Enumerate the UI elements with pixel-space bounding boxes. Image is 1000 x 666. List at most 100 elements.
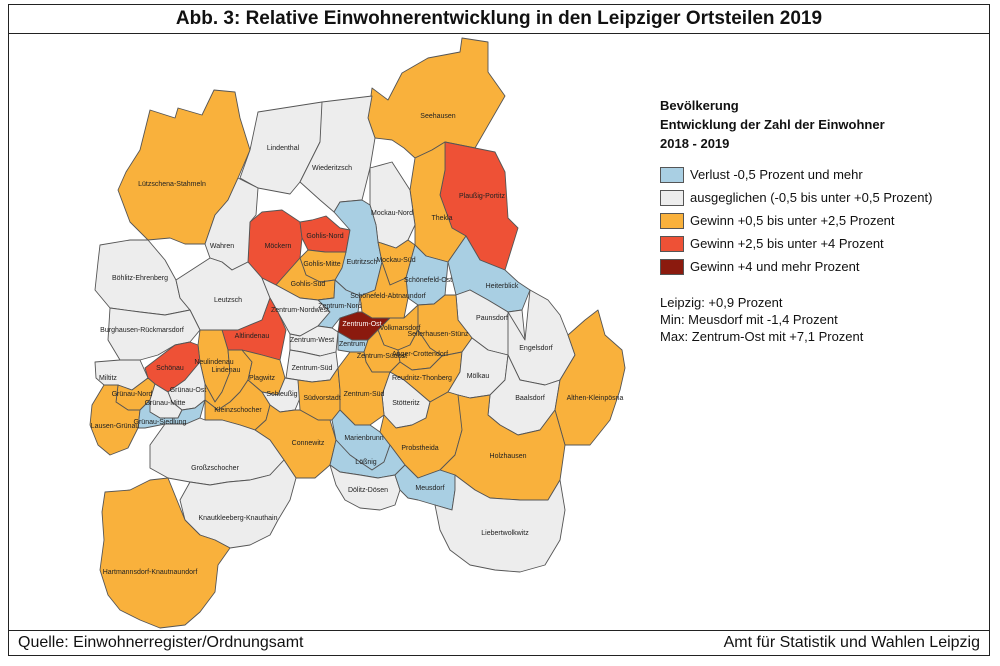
district-label: Wiederitzsch — [312, 165, 352, 172]
district-label: Gohlis-Süd — [291, 281, 326, 288]
district-label: Mockau-Nord — [371, 210, 413, 217]
district-area — [554, 309, 626, 446]
district-label: Engelsdorf — [519, 345, 553, 352]
map-title: Abb. 3: Relative Einwohnerentwicklung in… — [8, 4, 990, 34]
district-label: Schönefeld-Abtnaundorf — [350, 293, 426, 300]
district-label: Connewitz — [292, 440, 325, 447]
district-label: Liebertwolkwitz — [481, 530, 529, 537]
district-label: Plaußig-Portitz — [459, 193, 505, 200]
district-label: Miltitz — [99, 375, 117, 382]
district-label: Lindenthal — [267, 145, 300, 152]
district-label: Gohlis-Nord — [306, 233, 343, 240]
legend-label: Verlust -0,5 Prozent und mehr — [690, 167, 863, 182]
district-label: Paunsdorf — [476, 315, 508, 322]
district-area — [137, 399, 206, 429]
district-label: Altlindenau — [235, 333, 270, 340]
district-label: Sellerhausen-Stünz — [407, 331, 469, 338]
district-label: Eutritzsch — [347, 259, 378, 266]
legend-label: Gewinn +2,5 bis unter +4 Prozent — [690, 236, 884, 251]
stat-min: Min: Meusdorf mit -1,4 Prozent — [660, 312, 838, 327]
district-label: Neulindenau — [194, 359, 233, 366]
legend-label: Gewinn +0,5 bis unter +2,5 Prozent — [690, 213, 895, 228]
legend-items: Verlust -0,5 Prozent und mehr ausgegliche… — [660, 163, 980, 278]
district-label: Probstheida — [401, 445, 438, 452]
district-label: Marienbrunn — [344, 435, 383, 442]
district-label: Zentrum-West — [290, 337, 334, 344]
publisher: Amt für Statistik und Wahlen Leipzig — [723, 634, 980, 651]
district-label: Grünau-Nord — [112, 391, 153, 398]
district-label: Lützschena-Stahmeln — [138, 181, 206, 188]
district-label: Lindenau — [212, 367, 241, 374]
district-label: Schleußig — [266, 391, 297, 398]
legend-item: ausgeglichen (-0,5 bis unter +0,5 Prozen… — [660, 186, 980, 209]
district-label: Zentrum-Süd — [292, 365, 333, 372]
district-area — [99, 477, 231, 629]
legend-heading: Bevölkerung Entwicklung der Zahl der Ein… — [660, 96, 980, 153]
legend-label: Gewinn +4 und mehr Prozent — [690, 259, 860, 274]
district-label: Zentrum-Süd — [344, 391, 385, 398]
district-label: Holzhausen — [490, 453, 527, 460]
district-label: Baalsdorf — [515, 395, 545, 402]
district-label: Böhlitz-Ehrenberg — [112, 275, 168, 282]
district-label: Mockau-Süd — [376, 257, 415, 264]
district-label: Anger-Crottendorf — [392, 351, 448, 358]
district-label: Grünau-Mitte — [145, 400, 186, 407]
district-label: Burghausen-Rückmarsdorf — [100, 327, 184, 334]
district-area — [434, 474, 566, 573]
district-label: Grünau-Ost — [170, 387, 207, 394]
district-label: Zentrum-Südost — [357, 353, 407, 360]
district-label: Zentrum-Nord — [318, 303, 362, 310]
map-footer: Quelle: Einwohnerregister/Ordnungsamt Am… — [8, 630, 990, 656]
district-label: Heiterblick — [486, 283, 519, 290]
district-label: Thekla — [431, 215, 452, 222]
stat-city: Leipzig: +0,9 Prozent — [660, 295, 783, 310]
legend-item: Gewinn +4 und mehr Prozent — [660, 255, 980, 278]
legend-swatch — [660, 212, 684, 229]
map-legend: Bevölkerung Entwicklung der Zahl der Ein… — [660, 96, 980, 345]
legend-item: Verlust -0,5 Prozent und mehr — [660, 163, 980, 186]
district-label: Wahren — [210, 243, 234, 250]
district-label: Dölitz-Dösen — [348, 487, 388, 494]
district-label: Schönau — [156, 365, 184, 372]
district-label: Gohlis-Mitte — [303, 261, 340, 268]
district-label: Stötteritz — [392, 400, 420, 407]
district-label: Schönefeld-Ost — [404, 277, 452, 284]
legend-heading-line: Bevölkerung — [660, 98, 739, 113]
district-label: Hartmannsdorf-Knautnaundorf — [103, 569, 198, 576]
district-label: Grünau-Siedlung — [134, 419, 187, 426]
district-label: Meusdorf — [415, 485, 444, 492]
legend-swatch — [660, 235, 684, 252]
district-label: Volkmarsdorf — [380, 325, 421, 332]
district-label: Zentrum-Ost — [342, 321, 381, 328]
district-label: Leutzsch — [214, 297, 242, 304]
source-note: Quelle: Einwohnerregister/Ordnungsamt — [18, 634, 304, 651]
district-label: Seehausen — [420, 113, 456, 120]
legend-item: Gewinn +0,5 bis unter +2,5 Prozent — [660, 209, 980, 232]
legend-swatch — [660, 258, 684, 275]
legend-swatch — [660, 166, 684, 183]
district-label: Knautkleeberg-Knauthain — [198, 515, 277, 522]
district-label: Südvorstadt — [303, 395, 340, 402]
district-label: Reudnitz-Thonberg — [392, 375, 452, 382]
legend-item: Gewinn +2,5 bis unter +4 Prozent — [660, 232, 980, 255]
district-area — [329, 464, 401, 511]
district-area — [149, 417, 285, 486]
district-label: Kleinzschocher — [214, 407, 262, 414]
district-label: Großzschocher — [191, 465, 240, 472]
map-frame — [8, 4, 990, 656]
district-label: Lößnig — [355, 459, 377, 466]
district-label: Althen-Kleinpösna — [567, 395, 624, 402]
district-label: Zentrum — [339, 341, 365, 348]
legend-stats: Leipzig: +0,9 Prozent Min: Meusdorf mit … — [660, 294, 980, 345]
district-label: Mölkau — [467, 373, 490, 380]
stat-max: Max: Zentrum-Ost mit +7,1 Prozent — [660, 329, 864, 344]
district-label: Lausen-Grünau — [91, 423, 140, 430]
legend-heading-line: Entwicklung der Zahl der Einwohner — [660, 117, 885, 132]
district-label: Möckern — [265, 243, 292, 250]
legend-swatch — [660, 189, 684, 206]
legend-heading-line: 2018 - 2019 — [660, 136, 730, 151]
legend-label: ausgeglichen (-0,5 bis unter +0,5 Prozen… — [690, 190, 933, 205]
district-label: Zentrum-Nordwest — [271, 307, 329, 314]
district-label: Plagwitz — [249, 375, 276, 382]
